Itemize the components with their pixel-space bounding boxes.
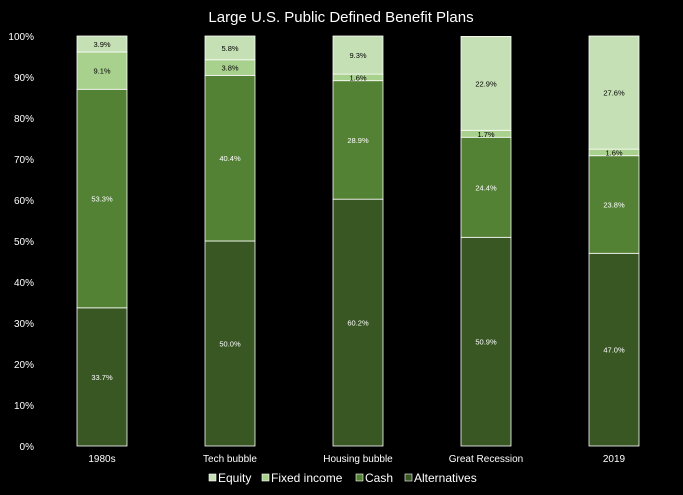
y-tick-label: 90% <box>14 73 34 84</box>
data-label: 3.9% <box>93 40 110 49</box>
y-tick-label: 0% <box>20 442 35 453</box>
y-tick-label: 30% <box>14 319 34 330</box>
data-label: 1.6% <box>349 73 366 82</box>
data-label: 50.0% <box>219 340 241 349</box>
x-tick-label: 2019 <box>603 454 626 465</box>
data-label: 33.7% <box>91 373 113 382</box>
bar-segment <box>332 198 384 447</box>
data-label: 1.6% <box>605 148 622 157</box>
bars: 33.7% 53.3% 9.1% 3.9% 50.0% 40.4% 3.8% 5.8% 60.2… <box>76 35 640 447</box>
x-tick-label: Great Recession <box>449 454 523 465</box>
bar-segment <box>460 36 512 131</box>
y-tick-label: 20% <box>14 360 34 371</box>
data-label: 50.9% <box>475 338 497 347</box>
data-label: 28.9% <box>347 136 369 145</box>
y-tick-label: 60% <box>14 196 34 207</box>
bar-segment <box>204 35 256 61</box>
legend-swatch <box>404 473 413 482</box>
bar-segment <box>588 252 640 447</box>
bar-segment <box>204 240 256 447</box>
y-tick-label: 80% <box>14 114 34 125</box>
data-label: 53.3% <box>91 195 113 204</box>
data-label: 60.2% <box>347 319 369 328</box>
data-label: 9.1% <box>93 67 110 76</box>
legend-label: Cash <box>365 471 393 485</box>
x-tick-label: Housing bubble <box>323 454 393 465</box>
legend-swatch <box>208 473 217 482</box>
legend-label: Fixed income <box>271 471 343 485</box>
data-label: 9.3% <box>349 51 366 60</box>
legend-label: Alternatives <box>414 471 477 485</box>
bar-segment <box>460 236 512 447</box>
bar-segment <box>460 136 512 238</box>
y-tick-label: 40% <box>14 278 34 289</box>
bar-segment <box>204 74 256 242</box>
bar-segment <box>76 88 128 309</box>
y-tick-label: 50% <box>14 237 34 248</box>
x-tick-label: 1980s <box>88 454 115 465</box>
data-label: 5.8% <box>221 44 238 53</box>
bar-segment <box>76 307 128 447</box>
data-label: 22.9% <box>475 79 497 88</box>
y-tick-label: 70% <box>14 155 34 166</box>
data-label: 3.8% <box>221 64 238 73</box>
data-label: 47.0% <box>603 346 625 355</box>
y-tick-label: 100% <box>8 32 34 43</box>
legend-swatch <box>355 473 364 482</box>
y-tick-label: 10% <box>14 401 34 412</box>
legend: Equity Fixed income Cash Alternatives <box>208 471 477 485</box>
data-label: 40.4% <box>219 154 241 163</box>
bar-segment <box>332 35 384 75</box>
data-label: 27.6% <box>603 89 625 98</box>
data-label: 23.8% <box>603 201 625 210</box>
data-label: 24.4% <box>475 183 497 192</box>
bar-segment <box>76 35 128 53</box>
chart-title: Large U.S. Public Defined Benefit Plans <box>208 9 473 26</box>
data-label: 1.7% <box>477 130 494 139</box>
x-tick-label: Tech bubble <box>203 454 257 465</box>
y-axis: 0% 10% 20% 30% 40% 50% 60% 70% 80% 90% 100% <box>8 32 34 453</box>
legend-swatch <box>261 473 270 482</box>
x-axis: 1980s Tech bubble Housing bubble Great Rece… <box>88 454 625 465</box>
bar-segment <box>588 35 640 150</box>
legend-label: Equity <box>218 471 251 485</box>
